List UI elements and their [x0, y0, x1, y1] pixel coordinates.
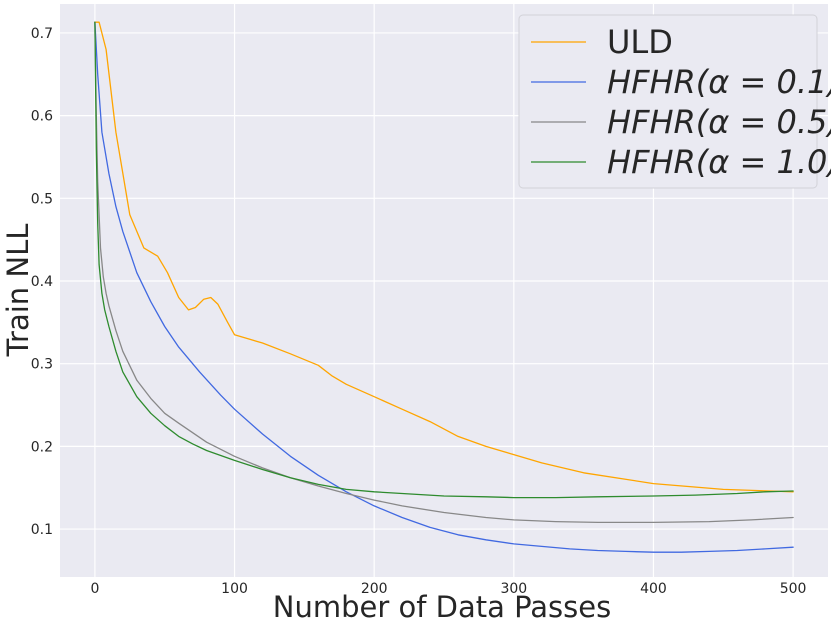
legend-label: HFHR(α = 0.1)	[607, 63, 831, 101]
x-tick-label: 500	[780, 581, 807, 597]
y-tick-label: 0.6	[31, 109, 53, 125]
x-tick-labels: 0 100 200 300 400 500	[90, 581, 806, 597]
series-line-0	[94, 21, 794, 493]
legend-label: HFHR(α = 1.0)	[607, 143, 831, 181]
series-line-3	[94, 21, 794, 499]
y-tick-label: 0.1	[31, 522, 53, 538]
grid	[60, 4, 828, 577]
series-line-2	[94, 21, 794, 524]
series-lines	[94, 21, 794, 553]
legend-box	[518, 14, 818, 189]
x-tick-label: 200	[361, 581, 388, 597]
legend-label: ULD	[607, 23, 673, 61]
x-axis-title: Number of Data Passes	[273, 590, 611, 624]
x-tick-label: 400	[640, 581, 667, 597]
y-tick-labels: 0.1 0.2 0.3 0.4 0.5 0.6 0.7	[31, 26, 53, 538]
x-tick-label: 0	[90, 581, 99, 597]
y-tick-label: 0.4	[31, 274, 53, 290]
y-tick-label: 0.3	[31, 357, 53, 373]
y-tick-label: 0.7	[31, 26, 53, 42]
y-tick-label: 0.5	[31, 191, 53, 207]
x-tick-label: 300	[500, 581, 527, 597]
series-line-1	[94, 21, 794, 553]
x-tick-label: 100	[221, 581, 248, 597]
legend-label: HFHR(α = 0.5)	[607, 103, 831, 141]
y-axis-title: Train NLL	[1, 224, 35, 358]
y-tick-label: 0.2	[31, 439, 53, 455]
